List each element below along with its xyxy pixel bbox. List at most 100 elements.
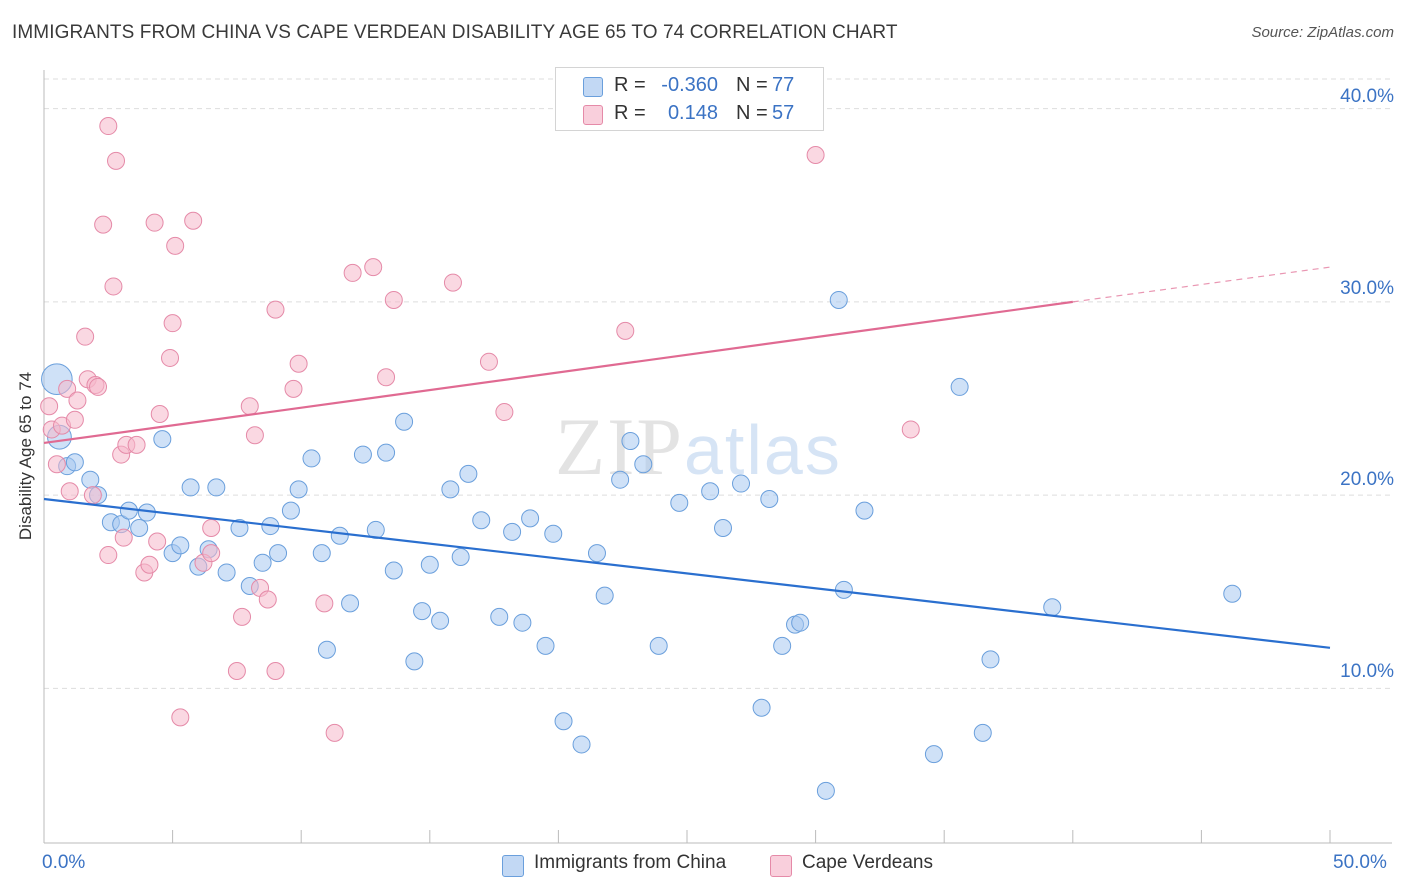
- legend-n-label: N =: [736, 102, 768, 124]
- cape-point: [377, 368, 396, 387]
- cape-point: [495, 403, 514, 422]
- china-point: [459, 464, 478, 483]
- cape-point: [479, 352, 498, 371]
- china-point: [431, 611, 450, 630]
- china-point: [1223, 584, 1242, 603]
- china-point: [341, 594, 360, 613]
- cape-point: [60, 482, 79, 501]
- china-point: [230, 519, 249, 538]
- cape-point: [240, 397, 259, 416]
- cape-point: [127, 435, 146, 454]
- china-point: [153, 430, 172, 449]
- china-point: [207, 478, 226, 497]
- china-point: [829, 290, 848, 309]
- china-point: [317, 640, 336, 659]
- stats-legend: R = -0.360 N = 77 R = 0.148 N = 57: [555, 67, 824, 131]
- china-point: [441, 480, 460, 499]
- china-point: [451, 547, 470, 566]
- china-point: [181, 478, 200, 497]
- china-point: [973, 723, 992, 742]
- china-point: [924, 745, 943, 764]
- cape-point: [806, 146, 825, 165]
- china-point: [572, 735, 591, 754]
- cape-point: [233, 607, 252, 626]
- cape-point: [107, 151, 126, 170]
- legend-row-cape: R = 0.148 N = 57: [556, 100, 823, 128]
- china-point: [281, 501, 300, 520]
- china-point: [544, 524, 563, 543]
- trend-line-china: [43, 497, 1331, 649]
- cape-point: [266, 662, 285, 681]
- cape-point: [325, 723, 344, 742]
- source-label[interactable]: Source: ZipAtlas.com: [1251, 24, 1394, 41]
- china-point: [81, 470, 100, 489]
- cape-point: [104, 277, 123, 296]
- china-point: [302, 449, 321, 468]
- china-point: [701, 482, 720, 501]
- china-point: [950, 377, 969, 396]
- cape-point: [99, 117, 118, 136]
- cape-point: [68, 391, 87, 410]
- cape-point: [245, 426, 264, 445]
- cape-point: [58, 379, 77, 398]
- cape-point: [94, 215, 113, 234]
- cape-point: [202, 544, 221, 563]
- cape-point: [161, 348, 180, 367]
- legend-swatch-china: [583, 77, 603, 97]
- cape-point: [202, 519, 221, 538]
- china-point: [816, 781, 835, 800]
- legend-swatch-cape: [583, 105, 603, 125]
- china-point: [413, 602, 432, 621]
- china-point: [289, 480, 308, 499]
- cape-point: [76, 327, 95, 346]
- cape-point: [163, 314, 182, 333]
- legend-label-cape: Cape Verdeans: [802, 852, 933, 873]
- cape-point: [258, 590, 277, 609]
- china-point: [595, 586, 614, 605]
- x-tick-min: 0.0%: [42, 852, 86, 873]
- cape-point: [616, 321, 635, 340]
- china-point: [420, 555, 439, 574]
- china-point: [855, 501, 874, 520]
- china-point: [384, 561, 403, 580]
- cape-point: [384, 290, 403, 309]
- cape-point: [315, 594, 334, 613]
- cape-point: [140, 555, 159, 574]
- legend-r-label: R =: [614, 102, 646, 124]
- cape-point: [145, 213, 164, 232]
- china-point: [217, 563, 236, 582]
- cape-point: [289, 354, 308, 373]
- cape-point: [227, 662, 246, 681]
- cape-point: [99, 546, 118, 565]
- china-point: [312, 544, 331, 563]
- china-point: [536, 636, 555, 655]
- cape-point: [901, 420, 920, 439]
- china-point: [330, 526, 349, 545]
- china-point: [670, 493, 689, 512]
- cape-point: [148, 532, 167, 551]
- china-point: [503, 522, 522, 541]
- cape-point: [40, 397, 59, 416]
- cape-point: [166, 236, 185, 255]
- legend-swatch-china-bottom: [502, 855, 524, 877]
- china-point: [732, 474, 751, 493]
- china-point: [634, 455, 653, 474]
- china-point: [714, 519, 733, 538]
- china-point: [649, 636, 668, 655]
- cape-point: [89, 377, 108, 396]
- y-tick-10: 10.0%: [1340, 661, 1394, 682]
- china-point: [981, 650, 1000, 669]
- cape-point: [184, 211, 203, 230]
- china-point: [269, 544, 288, 563]
- china-point: [521, 509, 540, 528]
- cape-point: [150, 404, 169, 423]
- china-point: [171, 536, 190, 555]
- china-point: [130, 519, 149, 538]
- x-tick-max: 50.0%: [1333, 852, 1387, 873]
- cape-point: [171, 708, 190, 727]
- legend-label-china: Immigrants from China: [534, 852, 727, 873]
- cape-point: [284, 379, 303, 398]
- legend-n-value: 77: [772, 74, 795, 96]
- china-point: [490, 607, 509, 626]
